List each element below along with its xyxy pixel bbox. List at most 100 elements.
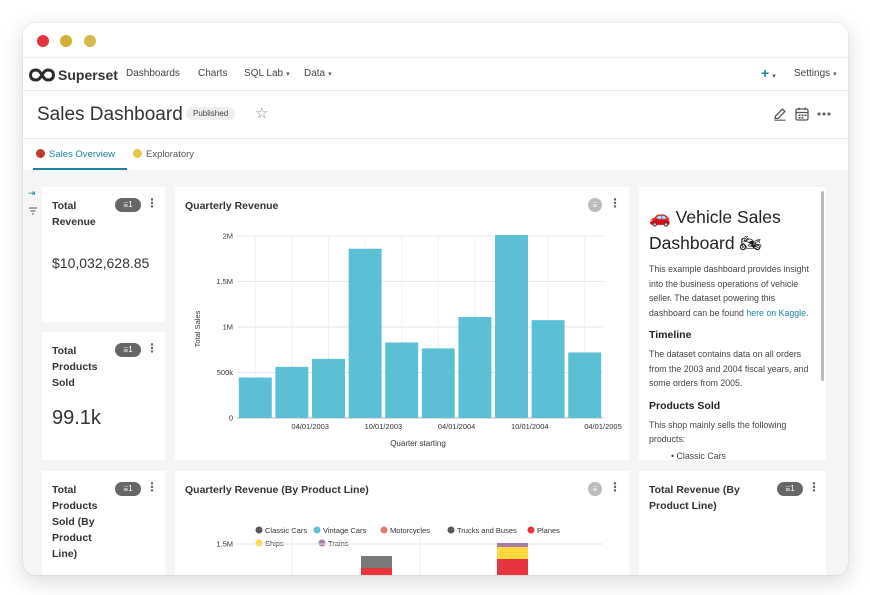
plus-icon: + xyxy=(761,65,770,81)
stacked-bar-segment[interactable] xyxy=(361,556,392,568)
y-tick-label: 2M xyxy=(223,232,233,241)
dashboard-header: Sales Dashboard Published ☆ xyxy=(23,91,848,139)
top-navbar: Superset Dashboards Charts SQL Lab ▾ Data… xyxy=(23,57,848,91)
x-tick-label: 10/01/2003 xyxy=(365,422,403,431)
legend-marker xyxy=(447,526,455,534)
bar[interactable] xyxy=(531,320,565,418)
total-revenue-by-line-card[interactable]: Total Revenue (By Product Line) ⩸1 ⋮ xyxy=(639,471,826,575)
stacked-bar-segment[interactable] xyxy=(497,547,528,559)
new-item-button[interactable]: + ▾ xyxy=(761,65,776,81)
filter-indicator[interactable]: ⩸1 xyxy=(115,482,141,496)
chart-title: Quarterly Revenue xyxy=(185,200,279,212)
nav-sql-lab[interactable]: SQL Lab ▾ xyxy=(244,68,290,79)
bar[interactable] xyxy=(275,366,309,418)
revenue-by-line-card[interactable]: Quarterly Revenue (By Product Line) ⩸ ⋮ … xyxy=(175,471,629,575)
bar[interactable] xyxy=(458,316,492,418)
stacked-bar-segment[interactable] xyxy=(497,543,528,547)
chevron-down-icon: ▾ xyxy=(328,71,332,78)
tab-sales-overview[interactable]: Sales Overview xyxy=(36,149,115,160)
more-vertical-icon[interactable]: ⋮ xyxy=(609,480,621,494)
dashboard-title[interactable]: Sales Dashboard xyxy=(37,104,183,125)
filter-indicator[interactable]: ⩸1 xyxy=(115,343,141,357)
y-tick-label: 1.5M xyxy=(216,277,233,286)
markdown-scrollbar[interactable] xyxy=(821,191,824,381)
chart-bars[interactable] xyxy=(238,235,602,418)
dashboard-tabs: Sales Overview Exploratory xyxy=(23,139,848,170)
legend-marker xyxy=(527,526,535,534)
filter-indicator[interactable]: ⩸ xyxy=(588,198,602,212)
chart-grid xyxy=(237,531,603,575)
timeline-text: The dataset contains data on all orders … xyxy=(649,349,809,388)
chart-bars[interactable] xyxy=(361,543,528,575)
chevron-down-icon: ▾ xyxy=(833,71,837,78)
quarterly-revenue-card[interactable]: Quarterly Revenue ⩸ ⋮ 0 500k 1M 1.5M 2M 04/0… xyxy=(175,187,629,460)
window-maximize-button[interactable] xyxy=(84,35,96,47)
nav-charts[interactable]: Charts xyxy=(198,68,228,79)
legend-marker xyxy=(313,526,321,534)
more-vertical-icon[interactable]: ⋮ xyxy=(146,341,158,355)
status-badge[interactable]: Published xyxy=(186,107,236,120)
legend-marker xyxy=(318,539,326,547)
superset-logo-icon xyxy=(29,68,55,82)
kaggle-link[interactable]: here on Kaggle xyxy=(746,307,807,318)
total-revenue-card[interactable]: Total Revenue ⩸1 ⋮ $10,032,628.85 xyxy=(42,187,165,322)
bar[interactable] xyxy=(385,342,419,418)
stacked-bar-segment[interactable] xyxy=(497,559,528,575)
brand-name: Superset xyxy=(58,67,118,83)
tab-exploratory[interactable]: Exploratory xyxy=(133,149,194,160)
y-tick-label: 500k xyxy=(217,368,234,377)
card-title: Total Products Sold xyxy=(52,345,98,389)
y-axis: 0 500k 1M 1.5M 2M xyxy=(216,232,233,423)
x-tick-label: 04/01/2004 xyxy=(438,422,476,431)
total-products-sold-card[interactable]: Total Products Sold ⩸1 ⋮ 99.1k xyxy=(42,332,165,460)
chevron-down-icon: ▾ xyxy=(772,73,776,80)
y-tick-label: 1M xyxy=(223,323,233,332)
nav-data[interactable]: Data ▾ xyxy=(304,68,332,79)
chart-title: Quarterly Revenue (By Product Line) xyxy=(185,484,369,496)
window-close-button[interactable] xyxy=(37,35,49,47)
markdown-title: 🚗 Vehicle Sales Dashboard 🏍 xyxy=(649,207,781,253)
expand-filters-icon[interactable]: ⇥ xyxy=(28,188,36,198)
more-vertical-icon[interactable]: ⋮ xyxy=(808,480,820,494)
window-minimize-button[interactable] xyxy=(60,35,72,47)
y-tick-label: 1.5M xyxy=(216,540,233,549)
target-icon xyxy=(36,149,45,158)
filter-indicator[interactable]: ⩸ xyxy=(588,482,602,496)
active-tab-indicator xyxy=(33,168,127,170)
x-axis-label: Quarter starting xyxy=(390,439,446,448)
compass-icon xyxy=(133,149,142,158)
legend-label: Motorcycles xyxy=(390,526,430,535)
star-outline-icon[interactable]: ☆ xyxy=(255,105,269,122)
more-horizontal-icon[interactable] xyxy=(816,106,832,122)
more-vertical-icon[interactable]: ⋮ xyxy=(146,196,158,210)
bar[interactable] xyxy=(348,248,382,418)
more-vertical-icon[interactable]: ⋮ xyxy=(609,196,621,210)
x-tick-label: 04/01/2003 xyxy=(291,422,329,431)
nav-settings[interactable]: Settings ▾ xyxy=(794,68,837,79)
filter-icon[interactable] xyxy=(28,206,38,218)
bar[interactable] xyxy=(568,352,602,418)
window-titlebar xyxy=(23,23,848,57)
calendar-icon[interactable] xyxy=(794,106,810,122)
filter-icon: ⩸ xyxy=(592,200,598,209)
products-sold-by-line-card[interactable]: Total Products Sold (By Product Line) ⩸1… xyxy=(42,471,165,575)
products-text: This shop mainly sells the following pro… xyxy=(649,419,787,445)
more-vertical-icon[interactable]: ⋮ xyxy=(146,480,158,494)
x-axis: 04/01/2003 10/01/2003 04/01/2004 10/01/2004… xyxy=(291,422,621,431)
card-title: Total Revenue (By Product Line) xyxy=(649,484,740,512)
bar[interactable] xyxy=(312,358,345,418)
filter-indicator[interactable]: ⩸1 xyxy=(115,198,141,212)
bar[interactable] xyxy=(495,235,528,418)
legend-label: Planes xyxy=(537,526,560,535)
nav-dashboards[interactable]: Dashboards xyxy=(126,68,180,79)
edit-icon[interactable] xyxy=(772,106,788,122)
bar[interactable] xyxy=(238,377,272,418)
stacked-bar-segment[interactable] xyxy=(361,568,392,575)
filter-indicator[interactable]: ⩸1 xyxy=(777,482,803,496)
revenue-by-line-chart[interactable]: Classic Cars Vintage Cars Motorcycles Truck… xyxy=(175,471,629,575)
bar[interactable] xyxy=(421,348,455,418)
legend-label: Vintage Cars xyxy=(323,526,366,535)
filter-icon: ⩸ xyxy=(592,484,598,493)
superset-logo[interactable]: Superset xyxy=(29,65,118,85)
